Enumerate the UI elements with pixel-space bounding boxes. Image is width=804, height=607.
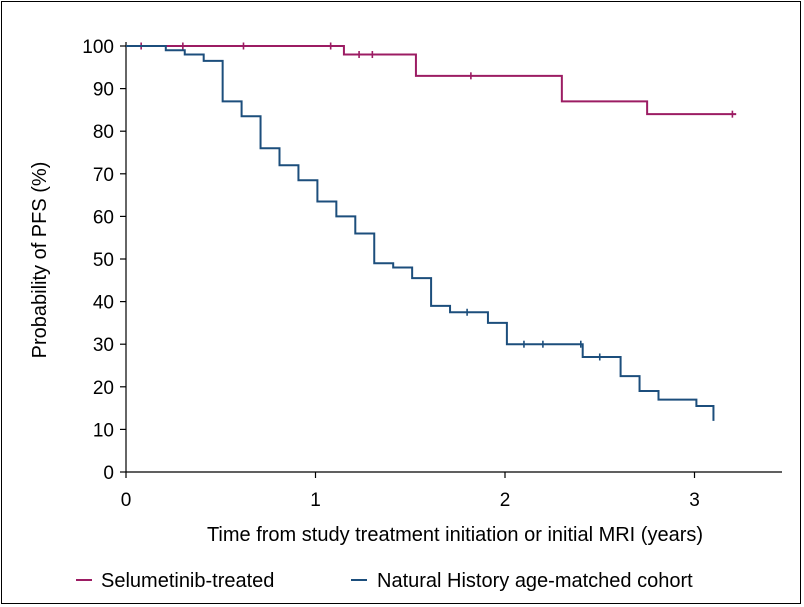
y-tick-label: 10 [93, 420, 114, 441]
y-tick-label: 50 [93, 250, 114, 271]
y-tick-label: 100 [82, 37, 114, 58]
series-natural-history [126, 45, 715, 421]
y-tick-label: 30 [93, 335, 114, 356]
y-tick-label: 90 [93, 80, 114, 101]
y-tick-label: 40 [93, 293, 114, 314]
legend-label-natural-history: Natural History age-matched cohort [377, 570, 693, 592]
series-selumetinib [126, 42, 737, 118]
series-layer [126, 42, 737, 421]
y-tick-label: 70 [93, 165, 114, 186]
y-tick-label: 20 [93, 378, 114, 399]
y-tick-label: 80 [93, 122, 114, 143]
x-axis-label: Time from study treatment initiation or … [207, 524, 703, 546]
x-tick-label: 0 [121, 490, 132, 511]
series-line-natural-history [126, 45, 715, 421]
x-tick-label: 2 [500, 490, 511, 511]
y-axis-label: Probability of PFS (%) [29, 162, 51, 359]
y-tick-label: 0 [103, 463, 114, 484]
y-tick-label: 60 [93, 207, 114, 228]
legend: Selumetinib-treated Natural History age-… [76, 570, 693, 592]
x-tick-label: 1 [310, 490, 321, 511]
series-line-selumetinib [126, 45, 737, 116]
x-tick-label: 3 [689, 490, 700, 511]
legend-label-selumetinib: Selumetinib-treated [101, 570, 274, 592]
axes: 0 10 20 30 40 50 60 70 80 90 100 0 1 2 3 [82, 37, 782, 511]
